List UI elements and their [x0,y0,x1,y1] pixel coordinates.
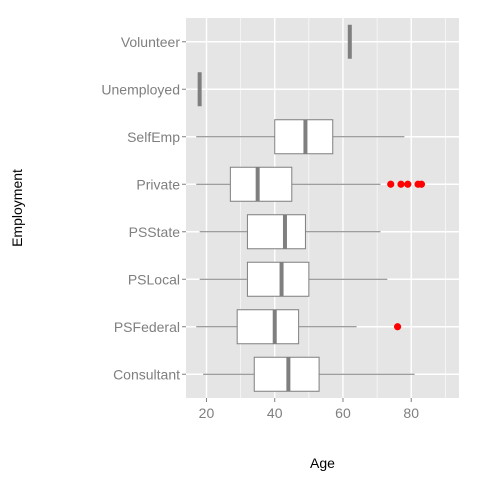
x-tick-label: 20 [199,405,215,421]
box [246,261,310,297]
boxplot-pslocal [199,261,388,297]
box [229,166,293,202]
y-tick-label: Private [136,176,180,192]
x-tick-label: 40 [267,405,283,421]
x-tick-label: 60 [335,405,351,421]
boxplot-private [196,166,426,202]
box [236,309,300,345]
plot-panel [186,18,459,398]
outlier-point [387,180,395,188]
boxplot-psstate [199,214,381,250]
y-tick-label: SelfEmp [127,129,180,145]
boxplot-selfemp [196,119,405,155]
outlier-point [404,180,412,188]
y-tick-label: PSState [129,224,181,240]
y-axis-title: Employment [9,169,25,247]
outlier-point [397,180,405,188]
boxplots [196,24,426,392]
box [246,214,306,250]
tick-labels: 20 40 60 80 Consultant PSFederal PSLocal PSStat… [101,34,419,421]
outlier-point [417,180,426,188]
boxplot-consultant [203,356,415,392]
y-tick-label: Consultant [113,366,180,382]
x-axis-title: Age [310,455,335,471]
boxplot-psfederal [196,309,402,345]
y-tick-label: PSFederal [114,319,180,335]
axis-ticks [182,41,412,402]
outlier-point [393,323,402,331]
x-tick-label: 80 [403,405,419,421]
y-tick-label: PSLocal [128,271,180,287]
y-tick-label: Unemployed [101,81,180,97]
y-tick-label: Volunteer [121,34,180,50]
